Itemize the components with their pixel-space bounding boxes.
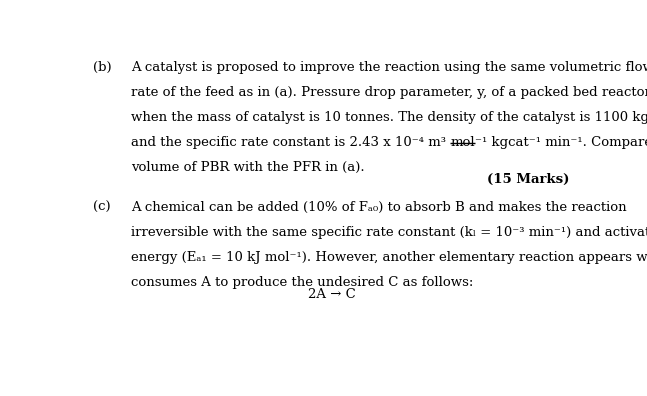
Text: irreversible with the same specific rate constant (kₗ = 10⁻³ min⁻¹) and activati: irreversible with the same specific rate…: [131, 226, 647, 239]
Text: energy (Eₐ₁ = 10 kJ mol⁻¹). However, another elementary reaction appears which: energy (Eₐ₁ = 10 kJ mol⁻¹). However, ano…: [131, 251, 647, 264]
Text: and the specific rate constant is 2.43 x 10⁻⁴ m³: and the specific rate constant is 2.43 x…: [131, 136, 450, 149]
Text: rate of the feed as in (a). Pressure drop parameter, y, of a packed bed reactor : rate of the feed as in (a). Pressure dro…: [131, 86, 647, 99]
Text: mol: mol: [450, 136, 475, 149]
Text: volume of PBR with the PFR in (a).: volume of PBR with the PFR in (a).: [131, 161, 365, 174]
Text: A catalyst is proposed to improve the reaction using the same volumetric flow: A catalyst is proposed to improve the re…: [131, 61, 647, 74]
Text: consumes A to produce the undesired C as follows:: consumes A to produce the undesired C as…: [131, 276, 474, 289]
Text: A chemical can be added (10% of Fₐ₀) to absorb B and makes the reaction: A chemical can be added (10% of Fₐ₀) to …: [131, 201, 627, 214]
Text: 2A → C: 2A → C: [308, 288, 355, 301]
Text: (15 Marks): (15 Marks): [487, 173, 570, 187]
Text: (c): (c): [93, 201, 111, 214]
Text: ⁻¹ kgcat⁻¹ min⁻¹. Compare the: ⁻¹ kgcat⁻¹ min⁻¹. Compare the: [475, 136, 647, 149]
Text: (b): (b): [93, 61, 112, 74]
Text: when the mass of catalyst is 10 tonnes. The density of the catalyst is 1100 kg m: when the mass of catalyst is 10 tonnes. …: [131, 111, 647, 124]
